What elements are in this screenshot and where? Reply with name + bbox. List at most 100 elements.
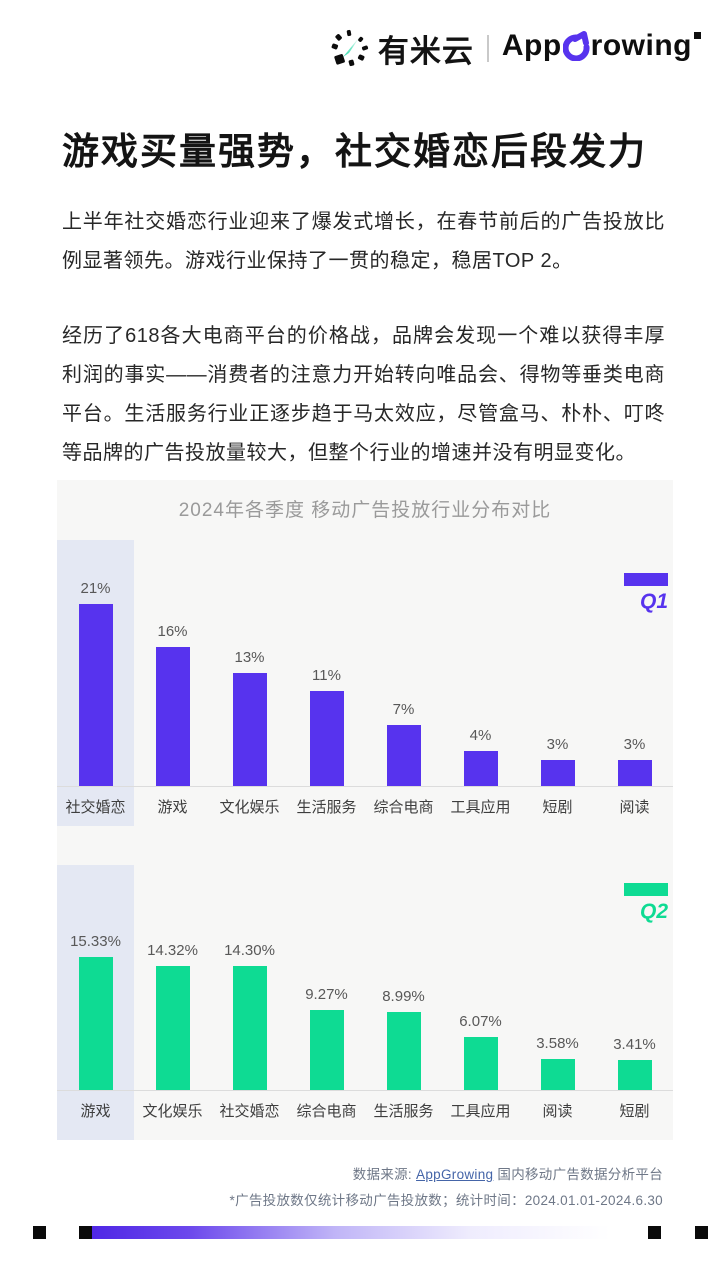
q1-axis-line xyxy=(57,786,673,787)
bar-value-label: 8.99% xyxy=(382,988,425,1006)
bar-value-label: 3% xyxy=(546,736,569,753)
bar-value-label: 6.07% xyxy=(459,1013,502,1031)
bar xyxy=(155,965,190,1090)
yomi-cloud-brand: 有米云 xyxy=(328,26,474,71)
bar-column-q2-3: 14.30% xyxy=(211,942,288,1090)
category-label: 阅读 xyxy=(542,1103,573,1120)
appgrowing-brand: App rowing xyxy=(502,29,701,68)
source-prefix: 数据来源: xyxy=(352,1167,417,1182)
bar-value-label: 3% xyxy=(623,736,646,753)
bar-column-q1-3: 13% xyxy=(211,649,288,786)
q2-legend-label: Q2 xyxy=(639,900,668,923)
bar-value-label: 9.27% xyxy=(305,985,348,1003)
q1-legend: Q1 xyxy=(624,573,668,614)
bar-column-q1-1: 21% xyxy=(57,580,134,786)
trademark-square-icon xyxy=(694,32,701,39)
q1-bars: 21% 16% 13% 11% 7% 4% 3% 3% xyxy=(57,540,673,786)
deco-square-icon xyxy=(33,1226,46,1239)
bar-column-q1-4: 11% xyxy=(288,667,365,786)
bar xyxy=(232,673,267,786)
statistics-note: *广告投放数仅统计移动广告投放数；统计时间：2024.01.01-2024.6.… xyxy=(229,1193,663,1208)
deco-square-icon xyxy=(79,1226,92,1239)
q2-category-labels: 游戏 文化娱乐 社交婚恋 综合电商 生活服务 工具应用 阅读 短剧 xyxy=(57,1100,673,1121)
header-logo: 有米云 App rowing xyxy=(328,26,701,71)
bar xyxy=(155,647,190,786)
bar-column-q1-8: 3% xyxy=(596,736,673,786)
bar-value-label: 3.58% xyxy=(536,1035,579,1052)
category-label: 文化娱乐 xyxy=(219,799,280,816)
bar xyxy=(78,957,113,1090)
category-label: 游戏 xyxy=(157,799,188,816)
logo-divider xyxy=(486,35,489,62)
bar xyxy=(617,1060,652,1090)
bar xyxy=(232,966,267,1090)
q1-bar-chart: Q1 21% 16% 13% 11% 7% 4% 3% 3% 社交婚恋 游戏 文化娱乐 生活服务 综合… xyxy=(57,540,673,826)
deco-square-icon xyxy=(695,1226,708,1239)
yomi-cloud-logo-icon xyxy=(328,28,370,70)
category-label: 工具应用 xyxy=(450,799,511,816)
chart-title: 2024年各季度 移动广告投放行业分布对比 xyxy=(178,500,552,521)
bar xyxy=(617,760,652,786)
bar-column-q1-5: 7% xyxy=(365,701,442,786)
bar-value-label: 7% xyxy=(392,701,415,719)
category-label: 生活服务 xyxy=(373,1103,434,1120)
appgrowing-g-arrow-icon xyxy=(562,30,590,69)
bar-column-q1-2: 16% xyxy=(134,623,211,786)
appgrowing-link[interactable]: AppGrowing xyxy=(416,1167,494,1182)
bar-column-q2-8: 3.41% xyxy=(596,1036,673,1090)
bar-value-label: 16% xyxy=(157,623,188,641)
source-suffix: 国内移动广告数据分析平台 xyxy=(493,1167,663,1182)
q1-legend-swatch xyxy=(624,573,668,586)
bar xyxy=(386,1012,421,1090)
bar xyxy=(463,1037,498,1090)
paragraph-2: 经历了618各大电商平台的价格战，品牌会发现一个难以获得丰厚利润的事实——消费者… xyxy=(62,325,665,464)
q1-category-labels: 社交婚恋 游戏 文化娱乐 生活服务 综合电商 工具应用 短剧 阅读 xyxy=(57,796,673,817)
q2-legend-swatch xyxy=(624,883,668,896)
bar-column-q1-6: 4% xyxy=(442,727,519,786)
bar-value-label: 21% xyxy=(80,579,111,597)
bar xyxy=(78,603,113,786)
bar xyxy=(540,760,575,786)
bar xyxy=(540,1059,575,1090)
bar-column-q2-7: 3.58% xyxy=(519,1035,596,1090)
appgrowing-wordmark-prefix: App xyxy=(501,29,562,62)
bar-column-q2-1: 15.33% xyxy=(57,933,134,1090)
category-label: 综合电商 xyxy=(373,799,434,816)
bar-column-q2-5: 8.99% xyxy=(365,988,442,1090)
category-label: 游戏 xyxy=(80,1103,111,1120)
category-label: 阅读 xyxy=(619,799,650,816)
bar xyxy=(309,690,344,786)
bar-value-label: 3.41% xyxy=(613,1036,656,1054)
bar-value-label: 11% xyxy=(312,666,341,684)
paragraph-1: 上半年社交婚恋行业迎来了爆发式增长，在春节前后的广告投放比例显著领先。游戏行业保… xyxy=(62,211,665,272)
q2-bars: 15.33% 14.32% 14.30% 9.27% 8.99% 6.07% 3.58% 3.… xyxy=(57,865,673,1090)
q1-legend-label: Q1 xyxy=(639,590,668,613)
bar-column-q2-2: 14.32% xyxy=(134,942,211,1090)
appgrowing-wordmark-suffix: rowing xyxy=(590,29,692,62)
category-label: 文化娱乐 xyxy=(142,1103,203,1120)
page-title: 游戏买量强势，社交婚恋后段发力 xyxy=(62,131,647,172)
yomi-cloud-wordmark: 有米云 xyxy=(377,34,474,69)
bar-value-label: 4% xyxy=(469,727,492,745)
category-label: 综合电商 xyxy=(296,1103,357,1120)
category-label: 社交婚恋 xyxy=(219,1103,280,1120)
category-label: 短剧 xyxy=(619,1103,650,1120)
data-source-line: 数据来源: AppGrowing 国内移动广告数据分析平台 xyxy=(353,1163,663,1183)
bar-value-label: 14.32% xyxy=(147,941,198,959)
q2-legend: Q2 xyxy=(624,883,668,924)
bar xyxy=(463,751,498,786)
q2-bar-chart: Q2 15.33% 14.32% 14.30% 9.27% 8.99% 6.07% 3.58… xyxy=(57,865,673,1140)
bar-column-q2-6: 6.07% xyxy=(442,1013,519,1090)
category-label: 短剧 xyxy=(542,799,573,816)
category-label: 工具应用 xyxy=(450,1103,511,1120)
bar-column-q2-4: 9.27% xyxy=(288,986,365,1090)
chart-panel: 2024年各季度 移动广告投放行业分布对比 Q1 21% 16% 13% 11% 7% 4… xyxy=(57,480,673,1140)
bar-value-label: 14.30% xyxy=(224,942,275,959)
q2-axis-line xyxy=(57,1090,673,1091)
deco-gradient-bar xyxy=(92,1226,632,1239)
bar-value-label: 13% xyxy=(234,649,265,667)
bar xyxy=(386,725,421,786)
bar xyxy=(309,1009,344,1090)
category-label: 生活服务 xyxy=(296,799,357,816)
